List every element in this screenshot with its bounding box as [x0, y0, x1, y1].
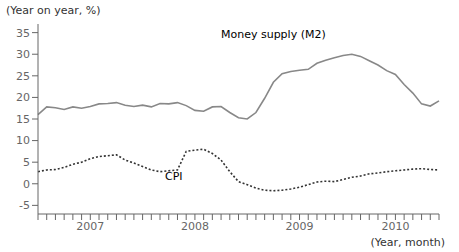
- svg-text:2007: 2007: [76, 220, 104, 233]
- svg-text:2008: 2008: [181, 220, 209, 233]
- html-text:(Year on year, %): (Year on year, %): [6, 4, 101, 17]
- svg-text:2009: 2009: [286, 220, 314, 233]
- svg-text:25: 25: [16, 70, 30, 83]
- svg-text:30: 30: [16, 48, 30, 61]
- svg-text:-5: -5: [19, 199, 30, 212]
- svg-text:CPI: CPI: [165, 170, 183, 183]
- svg-text:10: 10: [16, 134, 30, 147]
- html-text:(Year, month): (Year, month): [370, 236, 445, 249]
- svg-text:5: 5: [23, 156, 30, 169]
- svg-text:20: 20: [16, 91, 30, 104]
- svg-text:Money supply (M2): Money supply (M2): [221, 28, 326, 41]
- svg-text:15: 15: [16, 113, 30, 126]
- svg-text:0: 0: [23, 178, 30, 191]
- svg-text:2010: 2010: [381, 220, 409, 233]
- svg-text:35: 35: [16, 27, 30, 40]
